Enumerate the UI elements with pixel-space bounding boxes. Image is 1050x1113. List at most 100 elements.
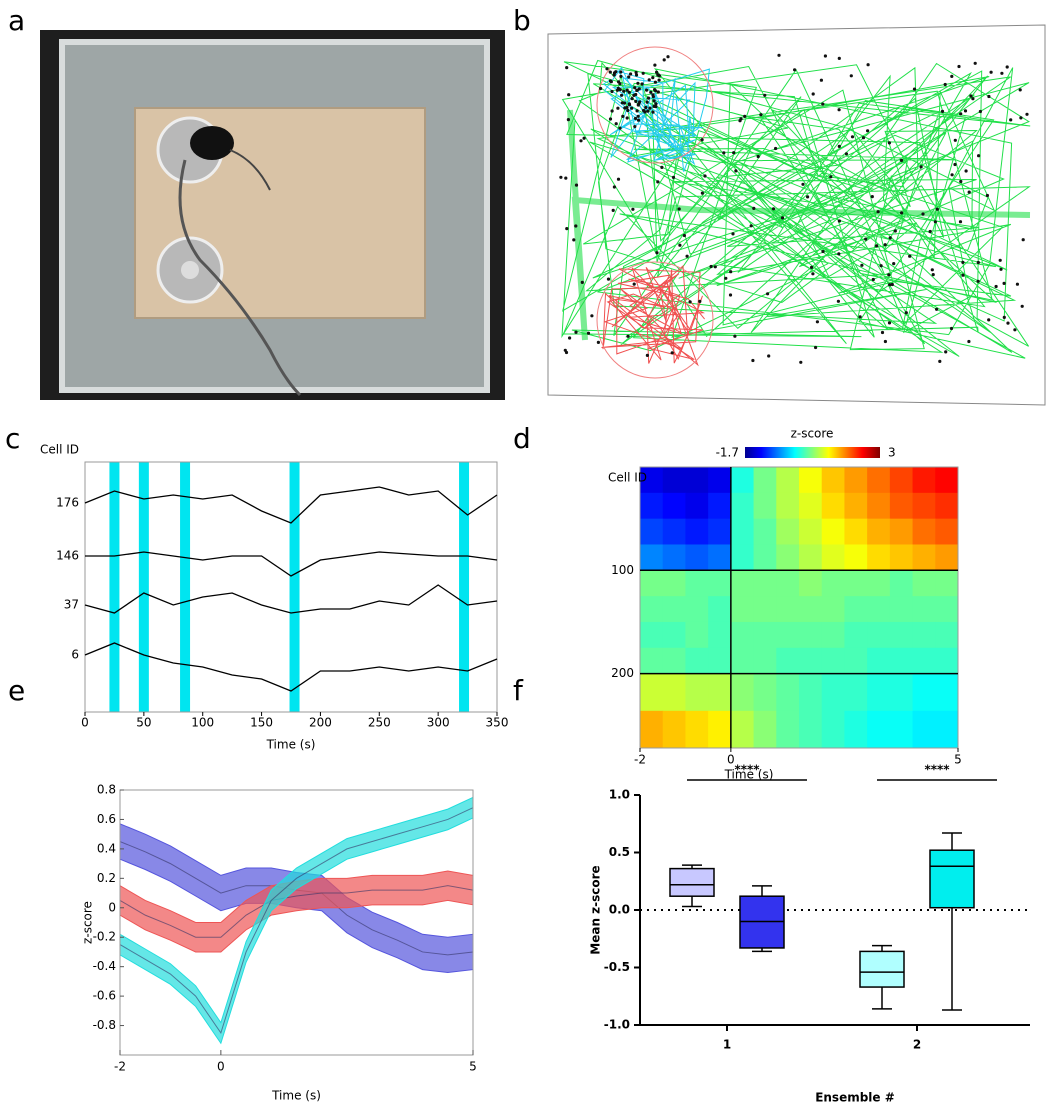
- spike-dot: [938, 359, 942, 363]
- spike-dot: [618, 126, 622, 130]
- heat-cell: [640, 492, 664, 520]
- spike-dot: [619, 74, 623, 78]
- heat-cell: [799, 647, 823, 675]
- spike-dot: [647, 78, 651, 82]
- x-tick-label: -2: [634, 753, 646, 767]
- spike-dot: [793, 68, 797, 72]
- y-tick-label: 200: [611, 666, 634, 680]
- spike-dot: [713, 265, 717, 269]
- spike-dot: [1002, 281, 1006, 285]
- x-axis-label: Time (s): [724, 768, 774, 782]
- x-axis-label: Time (s): [266, 738, 316, 752]
- spike-dot: [618, 88, 622, 92]
- spike-dot: [629, 72, 633, 76]
- spike-dot: [646, 109, 650, 113]
- heat-cell: [708, 673, 732, 712]
- spike-dot: [928, 229, 932, 234]
- heat-cell: [799, 544, 823, 571]
- spike-dot: [634, 73, 639, 77]
- track: [561, 59, 1031, 359]
- spike-dot: [935, 307, 939, 311]
- y-tick-label: 0.8: [97, 783, 116, 797]
- spike-dot: [608, 70, 612, 74]
- spike-dot: [858, 315, 862, 319]
- heat-cell: [708, 492, 732, 520]
- spike-dot: [643, 110, 647, 114]
- spike-dot: [565, 66, 569, 70]
- spike-dot: [616, 106, 620, 110]
- zone: [596, 261, 714, 379]
- heat-cell: [889, 518, 914, 545]
- heat-cell: [912, 467, 936, 494]
- spike-dot: [849, 74, 853, 78]
- heat-cell: [685, 570, 709, 597]
- spike-dot: [850, 135, 855, 139]
- spike-dot: [931, 273, 935, 277]
- spike-dot: [612, 73, 616, 77]
- spike-dot: [821, 102, 825, 106]
- spike-dot: [829, 175, 833, 179]
- heat-cell: [753, 596, 777, 623]
- heat-cell: [844, 570, 868, 597]
- spike-dot: [860, 263, 864, 267]
- heat-cell: [662, 544, 686, 571]
- spike-dot: [963, 109, 968, 113]
- spike-dot: [651, 76, 655, 80]
- spike-dot: [953, 138, 957, 142]
- spike-dot: [759, 113, 763, 117]
- spike-dot: [756, 154, 760, 159]
- heat-cell: [935, 710, 959, 749]
- spike-dot: [801, 182, 805, 186]
- spike-dot: [633, 86, 637, 90]
- heat-cell: [935, 518, 959, 545]
- spike-dot: [615, 88, 620, 92]
- spike-dot: [958, 220, 963, 224]
- spike-dot: [641, 71, 645, 75]
- y-tick-label: -0.6: [93, 989, 116, 1003]
- y-tick-label: 0.2: [97, 871, 116, 885]
- colorbar: [745, 447, 880, 458]
- y-axis-label: Cell ID: [40, 443, 79, 457]
- heat-cell: [685, 621, 709, 649]
- heat-cell: [730, 570, 755, 597]
- heat-cell: [640, 544, 664, 571]
- spike-dot: [887, 273, 891, 277]
- trace-line: [84, 584, 498, 614]
- y-tick-label: -0.4: [93, 959, 116, 973]
- heat-cell: [753, 544, 777, 571]
- heat-cell: [912, 492, 936, 520]
- spike-dot: [763, 93, 767, 97]
- heat-cell: [799, 673, 823, 712]
- heat-cell: [662, 596, 686, 623]
- heat-cell: [753, 570, 777, 597]
- y-axis-label: Cell ID: [608, 471, 647, 485]
- highlight: [180, 462, 191, 712]
- y-tick-label: 0.6: [97, 812, 116, 826]
- spike-dot: [977, 154, 981, 158]
- spike-dot: [685, 254, 689, 258]
- spike-dot: [656, 180, 660, 184]
- spike-dot: [815, 320, 820, 324]
- heat-cell: [730, 467, 755, 494]
- spike-dot: [632, 282, 636, 286]
- spike-dot: [837, 56, 841, 61]
- spike-dot: [579, 139, 583, 143]
- spike-dot: [666, 55, 670, 59]
- spike-dot: [653, 63, 657, 67]
- spike-dot: [1021, 238, 1025, 242]
- spike-dot: [728, 293, 733, 297]
- heat-cell: [685, 544, 709, 571]
- spike-dot: [637, 87, 641, 91]
- trajectory: [547, 24, 1046, 406]
- x-tick-label: 5: [954, 753, 962, 767]
- spike-dot: [888, 236, 892, 240]
- spike-dot: [640, 82, 644, 86]
- spike-dot: [636, 114, 640, 118]
- spike-dot: [994, 284, 998, 289]
- spike-dot: [821, 249, 825, 254]
- spike-dot: [654, 102, 658, 106]
- spike-dot: [621, 114, 625, 118]
- y-tick-label: 0.4: [97, 841, 116, 855]
- heat-cell: [844, 647, 868, 675]
- spike-dot: [811, 272, 815, 276]
